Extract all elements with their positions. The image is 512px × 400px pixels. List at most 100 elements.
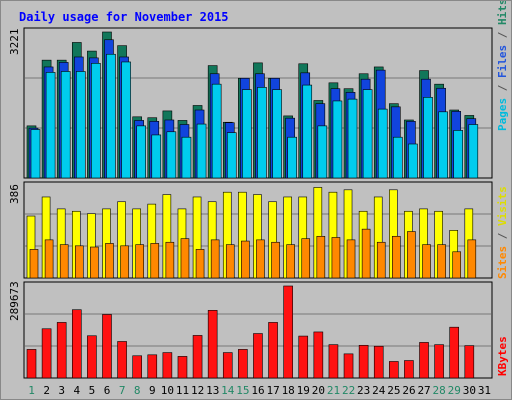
bar-pages-day-22 — [347, 98, 358, 179]
max-label-top: 3221 — [8, 29, 21, 56]
bar-kbytes-day-19 — [298, 335, 309, 379]
legend-part: / — [496, 226, 509, 246]
bar-sites-day-6 — [105, 243, 114, 279]
max-label-middle: 386 — [8, 184, 21, 204]
bar-sites-day-30 — [467, 239, 477, 279]
legend-part: Hits — [496, 1, 509, 25]
day-label-30: 30 — [463, 384, 476, 397]
bar-pages-day-30 — [468, 124, 479, 179]
bar-sites-day-26 — [407, 231, 416, 279]
bar-sites-day-12 — [195, 249, 205, 279]
bar-kbytes-day-2 — [41, 328, 52, 379]
bar-sites-day-3 — [59, 244, 69, 279]
bar-pages-day-24 — [377, 108, 388, 179]
bar-kbytes-day-29 — [449, 326, 460, 379]
bar-sites-day-4 — [74, 245, 84, 279]
day-label-19: 19 — [297, 384, 310, 397]
legend-part: / — [496, 25, 509, 45]
day-label-20: 20 — [312, 384, 325, 397]
bar-sites-day-28 — [437, 244, 446, 279]
legend-part: Pages — [496, 98, 509, 131]
day-label-31: 31 — [478, 384, 491, 397]
bar-kbytes-day-11 — [177, 356, 188, 379]
bar-sites-day-17 — [271, 241, 280, 279]
bar-kbytes-day-7 — [117, 341, 127, 379]
day-label-22: 22 — [342, 384, 355, 397]
bar-pages-day-3 — [60, 71, 71, 179]
bar-sites-day-21 — [331, 237, 341, 279]
day-label-3: 3 — [58, 384, 65, 397]
bar-sites-day-25 — [392, 235, 401, 279]
bar-pages-day-23 — [362, 89, 373, 179]
legend-part: Files — [496, 45, 509, 78]
panel-kbytes — [23, 281, 493, 379]
bar-pages-day-13 — [211, 83, 222, 179]
bar-sites-day-16 — [256, 239, 265, 279]
bar-pages-day-16 — [257, 87, 267, 179]
legend-pages-files-hits: Pages / Files / Hits — [496, 1, 509, 131]
day-label-18: 18 — [282, 384, 295, 397]
bar-sites-day-7 — [120, 245, 129, 279]
bar-pages-day-5 — [91, 63, 101, 179]
bar-kbytes-day-16 — [253, 333, 263, 379]
max-label-bottom: 289673 — [8, 281, 21, 321]
legend-part: KBytes — [496, 336, 509, 376]
day-label-21: 21 — [327, 384, 340, 397]
bar-pages-day-8 — [136, 125, 146, 179]
bar-pages-day-18 — [287, 136, 297, 179]
day-label-9: 9 — [149, 384, 156, 397]
bar-sites-day-15 — [241, 240, 250, 279]
bar-kbytes-day-23 — [358, 344, 369, 379]
bar-kbytes-day-25 — [389, 361, 399, 379]
bar-kbytes-day-8 — [132, 355, 142, 379]
bar-kbytes-day-6 — [102, 314, 112, 379]
bar-kbytes-day-30 — [464, 345, 475, 379]
day-label-8: 8 — [134, 384, 141, 397]
bar-kbytes-day-12 — [192, 335, 203, 379]
bar-pages-day-2 — [45, 72, 56, 179]
day-label-14: 14 — [221, 384, 235, 397]
bar-kbytes-day-22 — [343, 353, 354, 379]
bar-sites-day-24 — [376, 241, 386, 279]
day-label-23: 23 — [357, 384, 370, 397]
bar-kbytes-day-18 — [283, 285, 293, 379]
bar-pages-day-7 — [121, 61, 131, 179]
bar-sites-day-2 — [44, 239, 54, 279]
bar-pages-day-27 — [423, 97, 433, 179]
bar-pages-day-10 — [166, 131, 177, 179]
day-label-13: 13 — [206, 384, 219, 397]
bar-sites-day-29 — [452, 251, 462, 279]
bar-pages-day-11 — [181, 136, 192, 179]
bar-kbytes-day-1 — [26, 349, 37, 379]
bar-kbytes-day-15 — [238, 349, 248, 379]
bar-pages-day-19 — [302, 84, 313, 179]
day-label-29: 29 — [448, 384, 461, 397]
day-label-17: 17 — [266, 384, 279, 397]
bar-pages-day-20 — [317, 125, 328, 179]
bar-kbytes-day-27 — [419, 342, 429, 379]
bar-kbytes-day-28 — [434, 344, 444, 379]
day-labels: 1 2 3 4 5 6 7 8 9 10 11 12 13 14 15 16 17 18 19 20 21 22 23 24 2… — [28, 384, 491, 397]
day-label-4: 4 — [74, 384, 81, 397]
bar-sites-day-22 — [346, 239, 356, 279]
chart-title: Daily usage for November 2015 — [19, 10, 229, 24]
bar-kbytes-day-3 — [56, 322, 67, 379]
bar-pages-day-25 — [393, 136, 403, 179]
bar-sites-day-27 — [422, 244, 431, 279]
bar-pages-day-21 — [332, 100, 343, 179]
bar-sites-day-19 — [301, 238, 311, 279]
legend-sites-visits: Sites / Visits — [496, 186, 509, 279]
day-label-2: 2 — [43, 384, 50, 397]
day-label-16: 16 — [251, 384, 264, 397]
day-label-27: 27 — [417, 384, 430, 397]
bar-pages-day-17 — [272, 89, 282, 179]
bar-pages-day-26 — [408, 143, 418, 179]
legend-part: / — [496, 78, 509, 98]
bar-sites-day-9 — [150, 243, 160, 279]
bar-pages-day-4 — [75, 71, 86, 179]
day-label-10: 10 — [161, 384, 174, 397]
bar-sites-day-23 — [361, 228, 371, 279]
bar-kbytes-day-9 — [147, 354, 158, 379]
